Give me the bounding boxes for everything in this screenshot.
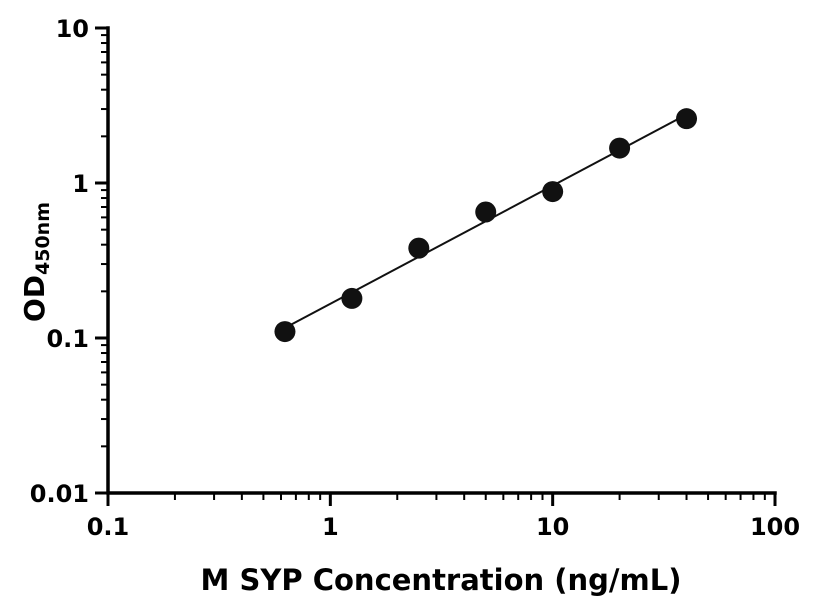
data-point — [341, 287, 363, 309]
x-tick-label: 10 — [536, 513, 569, 541]
data-point — [274, 321, 296, 343]
data-point — [475, 201, 497, 223]
x-axis-label: M SYP Concentration (ng/mL) — [200, 563, 682, 597]
y-tick-label: 1 — [72, 170, 89, 198]
x-tick-label: 0.1 — [87, 513, 130, 541]
y-tick-label: 0.1 — [46, 325, 89, 353]
data-point — [676, 108, 698, 130]
y-axis-label-main: OD — [18, 274, 51, 323]
data-point — [542, 181, 564, 203]
y-tick-label: 10 — [56, 15, 89, 43]
y-axis-label: OD450nm — [18, 202, 54, 322]
x-tick-label: 100 — [750, 513, 800, 541]
y-axis-label-subscript: 450nm — [32, 201, 54, 275]
y-tick-label: 0.01 — [30, 480, 89, 508]
axis-spines — [106, 26, 777, 495]
data-point — [609, 137, 631, 159]
x-tick-label: 1 — [322, 513, 339, 541]
data-point — [408, 237, 430, 259]
